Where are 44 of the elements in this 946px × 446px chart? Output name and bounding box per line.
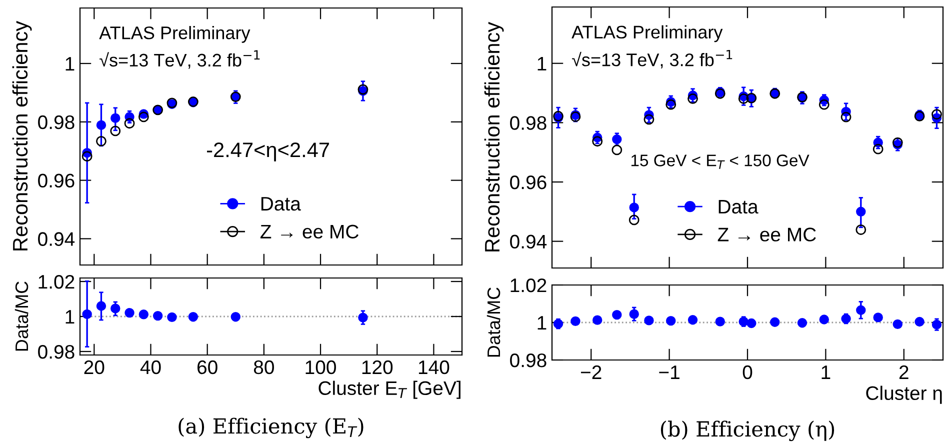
y-tick-label: 0.98 — [510, 353, 546, 368]
annotation: ATLAS Preliminary — [572, 25, 723, 42]
y-tick-label: 0.98 — [38, 115, 74, 130]
annotation: 15 GeV < E$_{T}$ < 150 GeV — [631, 154, 810, 169]
y-tick-label: 0.94 — [38, 232, 75, 246]
y-tick-label: 1.02 — [38, 274, 74, 289]
x-tick-label: 40 — [140, 360, 161, 374]
legend-label: Data — [261, 197, 301, 211]
y-tick-label: 1 — [66, 57, 74, 71]
y-tick-label: 0.96 — [38, 174, 74, 188]
x-tick-label: 100 — [306, 360, 336, 374]
y-axis-title: Data/MC — [486, 288, 500, 357]
legend-label: Z → ee MC — [260, 224, 359, 239]
x-tick-label: 60 — [198, 360, 218, 374]
x-tick-label: −1 — [659, 366, 680, 379]
y-tick-label: 0.98 — [510, 116, 546, 130]
x-tick-label: 120 — [362, 360, 393, 374]
legend-label: Data — [718, 200, 758, 214]
x-axis-title: Cluster η — [866, 386, 942, 404]
x-axis-title: Cluster E$_{T}$ [GeV] — [318, 380, 460, 399]
x-tick-label: 140 — [418, 360, 450, 374]
x-tick-label: 20 — [84, 360, 104, 374]
annotation: -2.47<η<2.47 — [206, 142, 329, 162]
y-axis-title: Reconstruction efficiency — [484, 22, 504, 252]
y-tick-label: 1 — [538, 316, 546, 330]
x-tick-label: 2 — [899, 365, 908, 379]
y-axis-title: Reconstruction efficiency — [12, 20, 32, 250]
annotation: √s=13 TeV, 3.2 fb$^{−1}$ — [100, 50, 260, 69]
text: (b) Efficiency (η) — [660, 420, 834, 442]
y-tick-label: 0.96 — [510, 175, 546, 190]
annotation: ATLAS Preliminary — [99, 26, 250, 43]
x-tick-label: 1 — [822, 366, 830, 379]
legend-label: Z → ee MC — [718, 228, 816, 242]
x-tick-label: 80 — [254, 360, 274, 374]
y-tick-label: 1 — [66, 310, 74, 324]
text: (a) Efficiency (E$_{T}$) — [178, 418, 364, 438]
x-tick-label: −2 — [580, 365, 602, 379]
y-tick-label: 0.94 — [510, 234, 547, 249]
y-tick-label: 1 — [538, 57, 546, 70]
y-tick-label: 1.02 — [510, 278, 546, 292]
y-axis-title: Data/MC — [14, 282, 28, 351]
annotation: √s=13 TeV, 3.2 fb$^{−1}$ — [572, 50, 732, 68]
x-tick-label: 0 — [742, 365, 752, 380]
y-tick-label: 0.98 — [38, 344, 74, 359]
